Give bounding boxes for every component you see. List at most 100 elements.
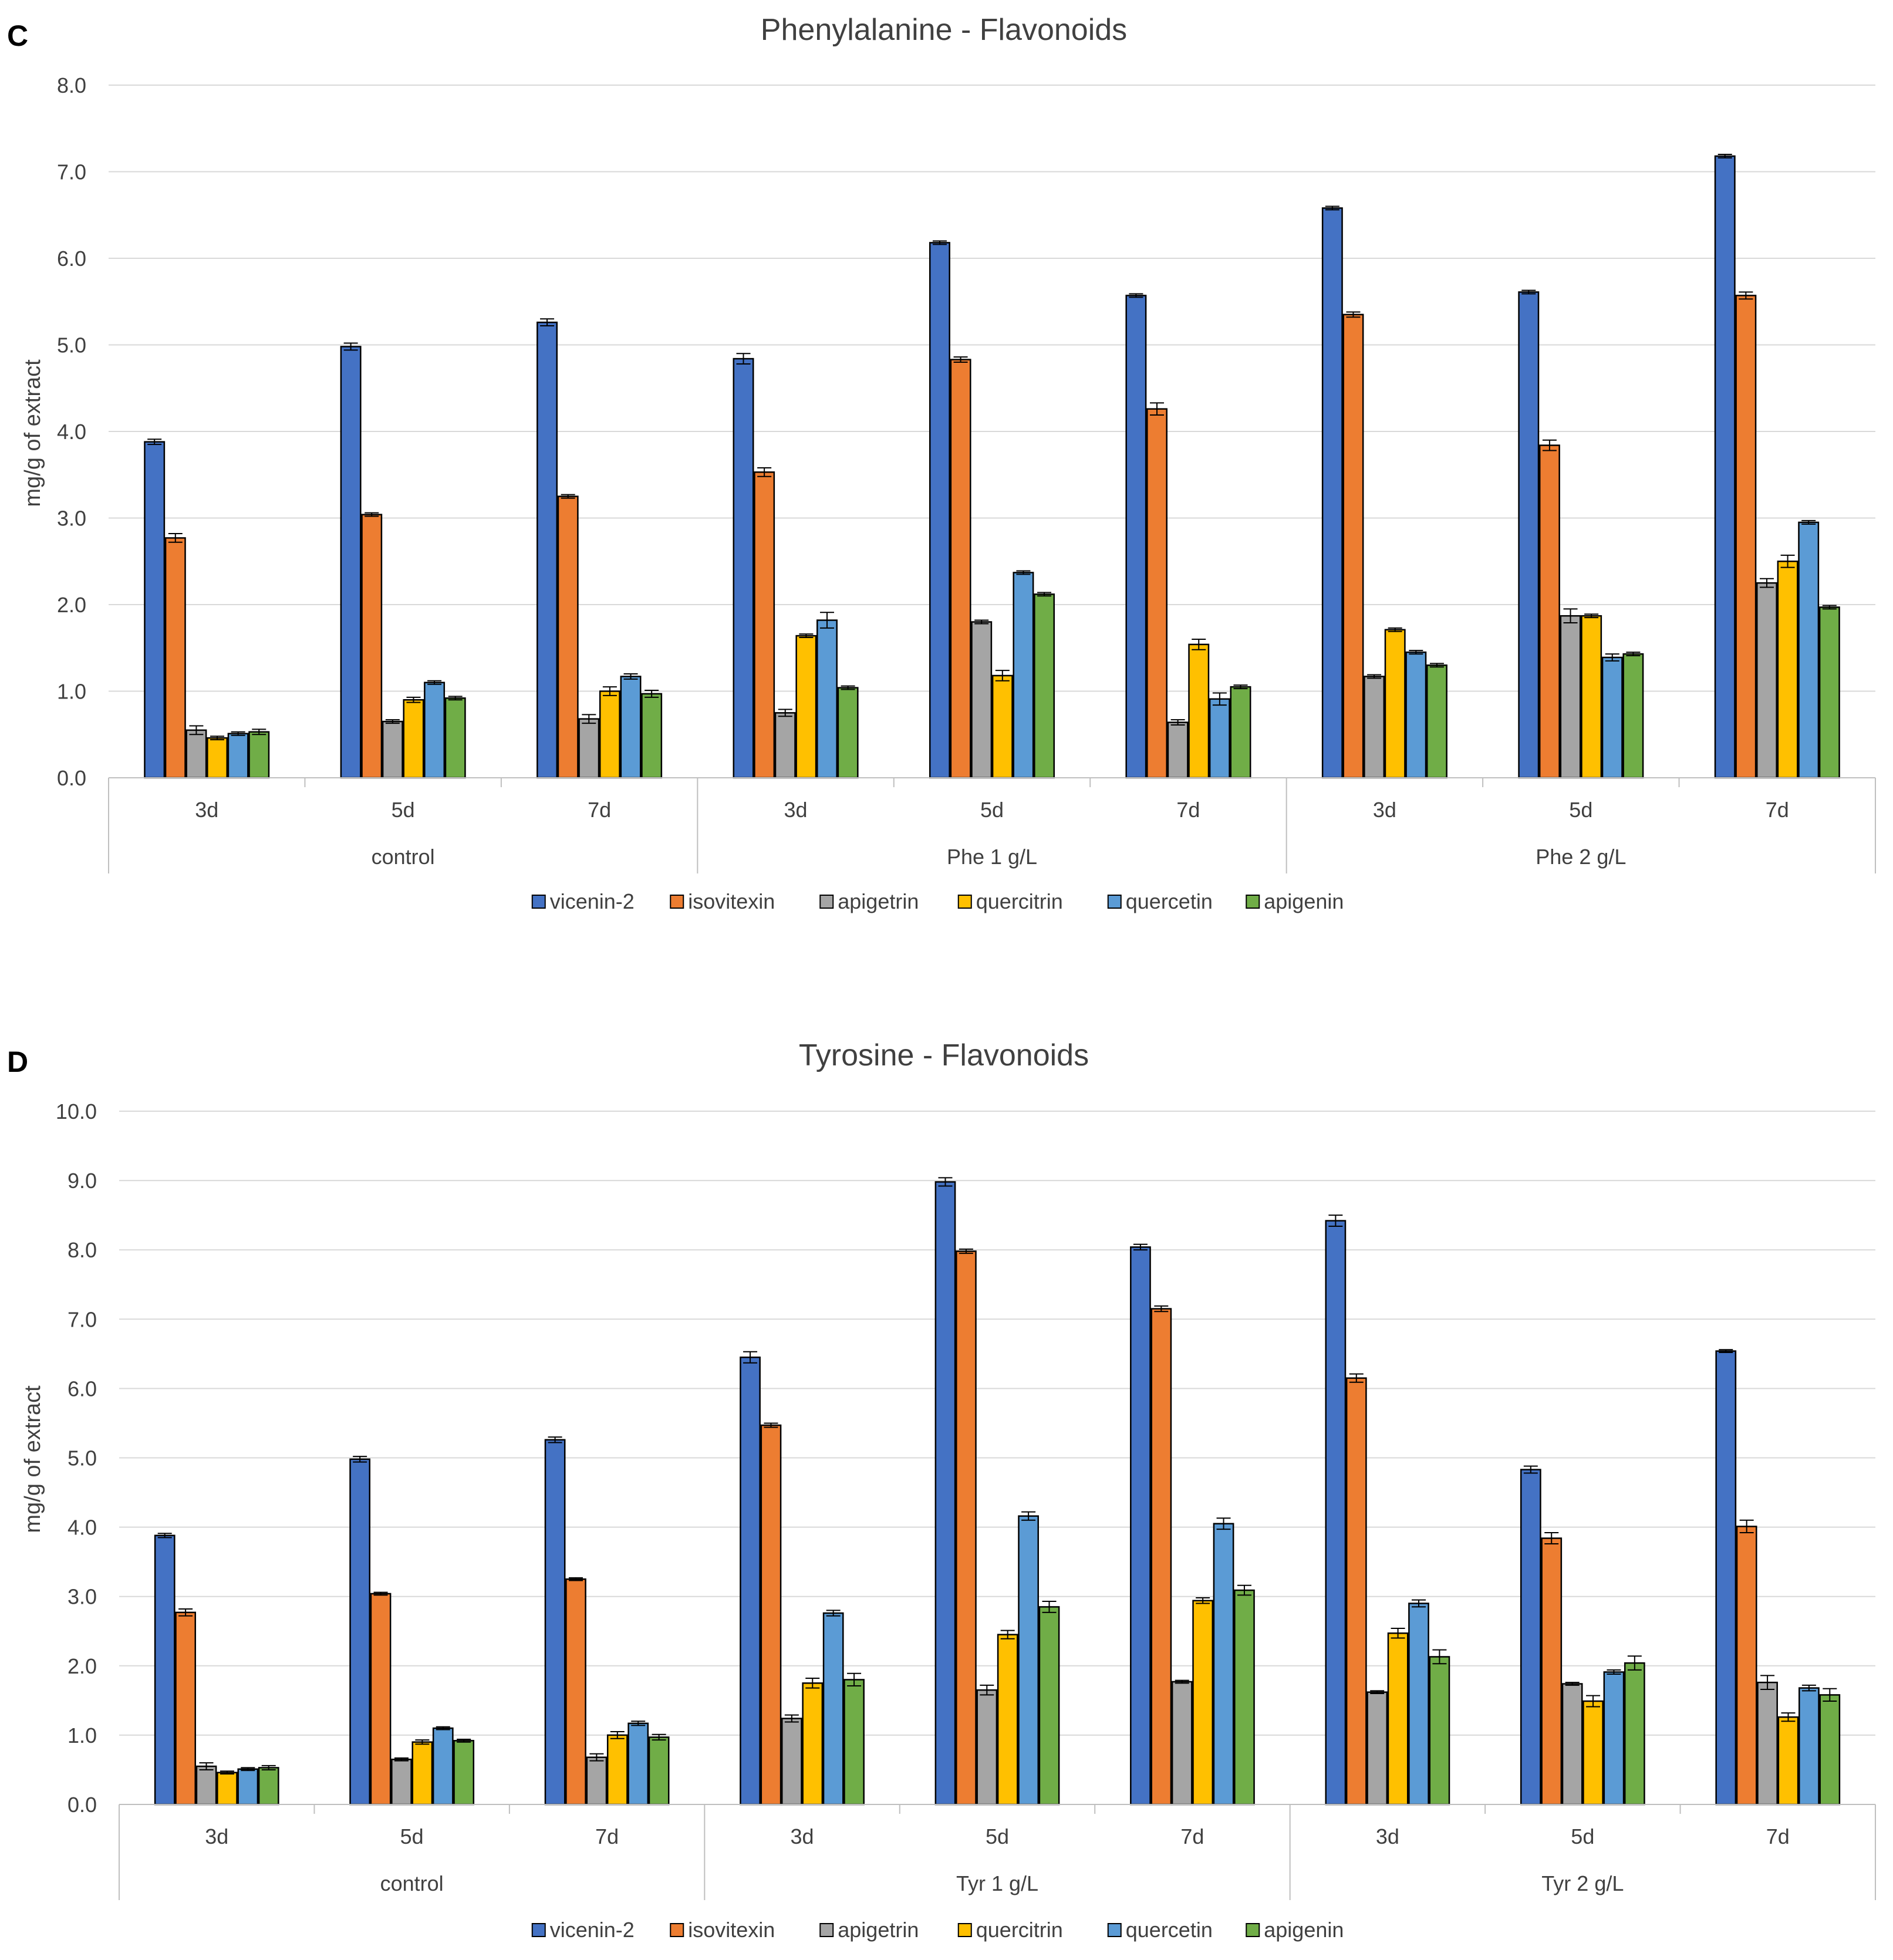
bar-quercetin-1 xyxy=(237,1768,259,1806)
bar-apigenin-2 xyxy=(444,697,466,779)
bar-quercetin-3 xyxy=(627,1722,649,1806)
legend-swatch-vicenin-2 xyxy=(531,1923,546,1937)
bar-vicenin-2-1 xyxy=(144,441,166,779)
legend-swatch-apigenin xyxy=(1246,1923,1260,1937)
x-tick-label: 3d xyxy=(1373,798,1396,822)
legend-label: quercitrin xyxy=(976,1918,1063,1942)
legend-swatch-apigetrin xyxy=(819,895,834,909)
bar-apigetrin-3 xyxy=(578,718,600,779)
x-tick-label: 3d xyxy=(791,1824,814,1848)
y-tick-label: 8.0 xyxy=(68,1238,97,1262)
group-label: control xyxy=(380,1871,444,1895)
bar-quercitrin-9 xyxy=(1777,561,1798,779)
y-axis-title: mg/g of extract xyxy=(21,359,45,507)
bar-quercitrin-4 xyxy=(802,1682,824,1806)
bar-apigenin-5 xyxy=(1034,593,1055,779)
x-tick-label: 5d xyxy=(392,798,415,822)
bar-apigenin-3 xyxy=(648,1736,670,1806)
y-tick-label: 6.0 xyxy=(68,1377,97,1401)
x-axis: 3d 5d 7d 3d 5d 7d 3d 5d 7d control Tyr 1 g/L Tyr 2 … xyxy=(119,1804,1876,1900)
bar-vicenin-2-3 xyxy=(544,1439,566,1806)
legend-label: apigetrin xyxy=(838,889,919,913)
bar-apigenin-5 xyxy=(1038,1606,1060,1806)
x-tick-label: 5d xyxy=(980,798,1004,822)
x-tick-label: 3d xyxy=(195,798,218,822)
bar-quercitrin-1 xyxy=(207,737,228,779)
bar-vicenin-2-3 xyxy=(536,321,558,779)
bar-quercitrin-6 xyxy=(1192,1600,1214,1806)
bar-isovitexin-1 xyxy=(164,537,186,779)
bar-apigetrin-8 xyxy=(1561,1683,1583,1806)
bar-quercetin-4 xyxy=(816,619,838,779)
y-tick-label: 6.0 xyxy=(57,247,86,271)
bar-apigenin-1 xyxy=(258,1767,279,1806)
bar-isovitexin-1 xyxy=(175,1611,196,1806)
error-bars xyxy=(147,154,1837,741)
bar-quercetin-6 xyxy=(1213,1523,1234,1806)
y-tick-label: 4.0 xyxy=(68,1516,97,1540)
legend-label: apigenin xyxy=(1264,889,1344,913)
bar-quercetin-5 xyxy=(1013,572,1034,779)
bar-quercetin-2 xyxy=(424,682,446,779)
bar-vicenin-2-1 xyxy=(154,1534,176,1806)
legend-swatch-quercetin xyxy=(1107,1923,1122,1937)
bar-apigetrin-3 xyxy=(586,1756,608,1806)
bar-vicenin-2-6 xyxy=(1125,295,1147,779)
x-tick-label: 7d xyxy=(1766,798,1789,822)
bar-vicenin-2-2 xyxy=(340,346,362,779)
legend-swatch-apigetrin xyxy=(819,1923,834,1937)
bar-quercitrin-8 xyxy=(1581,615,1602,779)
bar-apigetrin-2 xyxy=(391,1758,412,1806)
bar-quercetin-8 xyxy=(1603,1671,1625,1806)
chart-title: Tyrosine - Flavonoids xyxy=(799,1038,1089,1072)
y-tick-label: 9.0 xyxy=(68,1169,97,1193)
legend-label: vicenin-2 xyxy=(550,1918,635,1942)
bar-apigetrin-9 xyxy=(1756,582,1777,779)
bar-vicenin-2-4 xyxy=(733,357,754,779)
legend: vicenin-2 isovitexin apigetrin quercitrin qu… xyxy=(531,1918,1344,1942)
legend-swatch-quercitrin xyxy=(957,895,972,909)
legend-label: isovitexin xyxy=(688,1918,775,1942)
bar-apigenin-3 xyxy=(641,693,663,779)
bar-apigetrin-6 xyxy=(1167,721,1189,779)
bar-vicenin-2-2 xyxy=(349,1458,371,1806)
bar-apigenin-4 xyxy=(843,1679,865,1806)
error-bars xyxy=(157,1177,1837,1775)
bar-isovitexin-8 xyxy=(1541,1537,1563,1806)
bar-quercitrin-7 xyxy=(1387,1632,1409,1806)
group-label: Phe 2 g/L xyxy=(1536,845,1626,869)
bar-quercitrin-1 xyxy=(217,1772,238,1806)
bar-apigenin-9 xyxy=(1819,1694,1841,1806)
y-tick-label: 8.0 xyxy=(57,73,86,97)
y-tick-label: 2.0 xyxy=(57,593,86,617)
bar-quercetin-1 xyxy=(227,733,249,779)
bar-quercetin-7 xyxy=(1408,1603,1429,1806)
legend-label: quercetin xyxy=(1126,889,1213,913)
bar-vicenin-2-7 xyxy=(1321,207,1343,779)
y-tick-label: 10.0 xyxy=(56,1099,97,1124)
bar-apigetrin-1 xyxy=(195,1765,217,1806)
bar-vicenin-2-7 xyxy=(1325,1220,1347,1806)
bar-isovitexin-9 xyxy=(1735,295,1757,779)
bar-isovitexin-9 xyxy=(1736,1526,1757,1806)
bar-apigenin-6 xyxy=(1234,1589,1255,1806)
y-tick-label: 2.0 xyxy=(68,1654,97,1678)
bar-quercetin-3 xyxy=(620,676,642,779)
bar-quercetin-4 xyxy=(822,1612,844,1806)
bar-quercitrin-4 xyxy=(795,635,817,779)
x-tick-label: 5d xyxy=(1571,1824,1594,1848)
legend-label: vicenin-2 xyxy=(550,889,635,913)
legend-swatch-apigenin xyxy=(1246,895,1260,909)
bar-vicenin-2-8 xyxy=(1520,1469,1541,1806)
x-tick-label: 3d xyxy=(1376,1824,1399,1848)
x-tick-label: 5d xyxy=(1569,798,1592,822)
bar-quercitrin-8 xyxy=(1582,1700,1604,1806)
bar-apigenin-8 xyxy=(1624,1662,1645,1806)
bar-quercetin-7 xyxy=(1405,651,1427,779)
bar-isovitexin-4 xyxy=(754,471,775,779)
bar-isovitexin-7 xyxy=(1345,1377,1367,1806)
bar-apigetrin-5 xyxy=(971,621,993,779)
bar-apigetrin-4 xyxy=(781,1718,802,1806)
group-label: control xyxy=(372,845,435,869)
bar-apigenin-9 xyxy=(1818,606,1840,779)
